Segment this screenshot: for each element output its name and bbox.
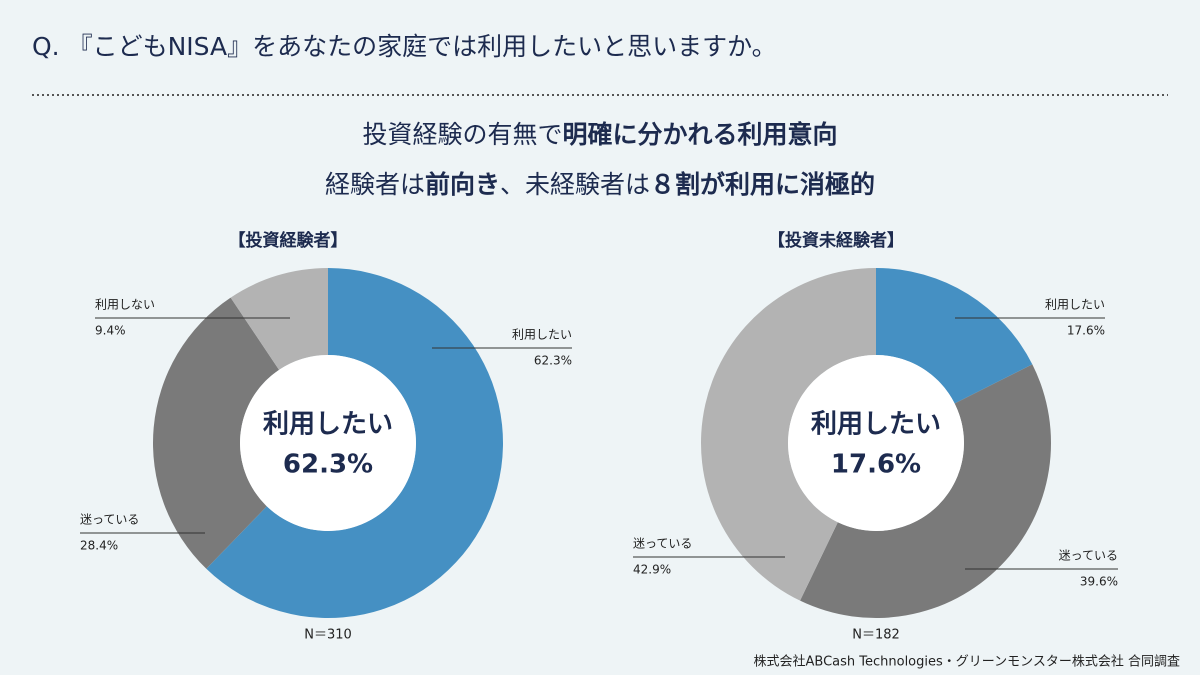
headline: 経験者は前向き、未経験者は８割が利用に消極的 (325, 170, 875, 199)
donut-slice (206, 268, 503, 618)
slice-value: 39.6% (1080, 575, 1118, 589)
donut-hole (240, 355, 416, 531)
headline-text: 、未経験者は (500, 170, 650, 199)
headline-text: 経験者は (325, 170, 425, 199)
slice-value: 9.4% (95, 324, 126, 338)
headline-text: 投資経験の有無で (362, 120, 562, 149)
donut-slice (230, 268, 328, 370)
chart-title: 【投資未経験者】 (768, 230, 904, 251)
center-label: 利用したい (263, 410, 393, 440)
slice-label: 迷っている (633, 537, 692, 551)
slice-value: 17.6% (1067, 324, 1105, 338)
sample-size: N＝310 (304, 628, 352, 643)
slice-label: 利用したい (1045, 298, 1105, 312)
slice-label: 迷っている (80, 513, 139, 527)
donut-slice (876, 268, 1033, 404)
center-label: 利用したい (811, 410, 941, 440)
center-value: 17.6% (831, 450, 921, 480)
sample-size: N＝182 (852, 628, 900, 643)
center-value: 62.3% (283, 450, 373, 480)
donut-slice (153, 297, 280, 569)
donut-slice (800, 364, 1051, 618)
headline: 投資経験の有無で明確に分かれる利用意向 (362, 120, 837, 149)
slice-value: 62.3% (534, 354, 572, 368)
headline-bold: 明確に分かれる利用意向 (563, 120, 838, 149)
footer: 株式会社ABCash Technologies・グリーンモンスター株式会社 合同… (753, 654, 1180, 670)
slice-label: 利用しない (95, 298, 155, 312)
donut-slice (701, 268, 876, 601)
chart-title: 【投資経験者】 (229, 230, 348, 251)
slice-label: 利用したい (512, 328, 572, 342)
slice-label: 迷っている (1059, 549, 1118, 563)
question-title: Q. 『こどもNISA』をあなたの家庭では利用したいと思いますか。 (32, 32, 777, 61)
donut-hole (788, 355, 964, 531)
headline-bold: 前向き (425, 170, 500, 199)
slice-value: 28.4% (80, 539, 118, 553)
headline-bold: ８割が利用に消極的 (650, 170, 875, 199)
slice-value: 42.9% (633, 563, 671, 577)
